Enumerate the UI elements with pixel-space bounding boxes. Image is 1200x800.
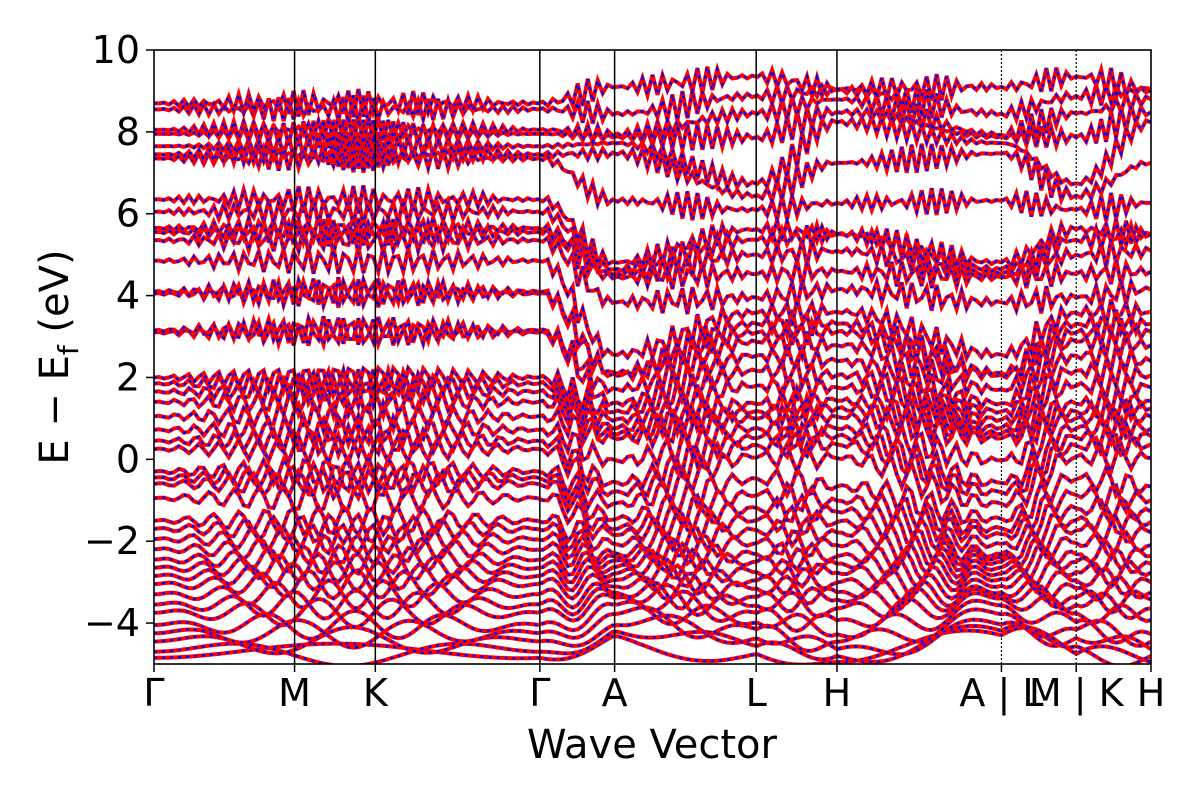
x-axis-label: Wave Vector bbox=[527, 722, 778, 768]
y-tick-label: 0 bbox=[116, 437, 140, 481]
band-line-blue bbox=[154, 560, 1151, 597]
x-tick-label: H bbox=[823, 671, 852, 715]
x-tick-label: K bbox=[363, 671, 389, 715]
x-axis-ticks: Γ M K Γ A L H A | LM | K H bbox=[143, 664, 1165, 716]
x-tick-label: L bbox=[746, 671, 767, 715]
band-line-red bbox=[154, 428, 1151, 499]
y-axis-label-main: E − E bbox=[32, 355, 78, 465]
band-line-blue bbox=[154, 112, 1151, 191]
band-line-blue bbox=[154, 225, 1151, 315]
y-tick-label: 4 bbox=[116, 274, 140, 318]
x-tick-label: H bbox=[1137, 671, 1166, 715]
band-lines bbox=[154, 62, 1151, 664]
band-line-blue bbox=[154, 217, 1151, 292]
high-symmetry-lines bbox=[293, 50, 1077, 664]
x-tick-label: Γ bbox=[529, 671, 550, 715]
x-tick-label: A | L bbox=[959, 671, 1043, 716]
band-line-blue bbox=[154, 139, 1151, 206]
y-tick-label: 8 bbox=[116, 110, 140, 154]
y-tick-label: 2 bbox=[116, 355, 140, 399]
y-axis-label-subscript: f bbox=[52, 344, 85, 355]
band-line-blue bbox=[154, 196, 1151, 278]
y-tick-label: −2 bbox=[84, 519, 140, 563]
x-tick-label: M bbox=[278, 671, 311, 715]
band-line-blue bbox=[154, 90, 1151, 147]
band-line-red bbox=[154, 380, 1151, 446]
band-line-blue bbox=[154, 599, 1151, 644]
y-tick-label: −4 bbox=[84, 601, 140, 645]
band-line-blue bbox=[154, 313, 1151, 397]
band-line-blue bbox=[154, 184, 1151, 273]
band-line-blue bbox=[154, 623, 1151, 664]
band-line-blue bbox=[154, 356, 1151, 421]
band-line-blue bbox=[154, 512, 1151, 563]
band-line-blue bbox=[154, 398, 1151, 449]
band-line-red bbox=[154, 438, 1151, 513]
y-tick-label: 10 bbox=[92, 28, 140, 72]
x-tick-label: Γ bbox=[143, 671, 164, 715]
x-tick-label: M | K bbox=[1029, 671, 1125, 716]
band-line-blue bbox=[154, 318, 1151, 412]
band-line-blue bbox=[154, 64, 1151, 118]
band-line-blue bbox=[154, 246, 1151, 362]
band-line-blue bbox=[154, 590, 1151, 633]
y-axis-label-unit: (eV) bbox=[32, 249, 78, 345]
y-axis-label: E − Ef (eV) bbox=[32, 249, 85, 464]
band-line-red bbox=[154, 370, 1151, 441]
x-tick-label: A bbox=[602, 671, 628, 715]
y-tick-label: 6 bbox=[116, 192, 140, 236]
band-line-blue bbox=[154, 614, 1151, 656]
y-axis-ticks: −4 −2 0 2 4 6 8 10 bbox=[84, 28, 154, 645]
plot-frame bbox=[153, 49, 1152, 665]
band-line-blue bbox=[154, 420, 1151, 490]
band-line-blue bbox=[154, 626, 1151, 664]
band-line-blue bbox=[154, 552, 1151, 589]
